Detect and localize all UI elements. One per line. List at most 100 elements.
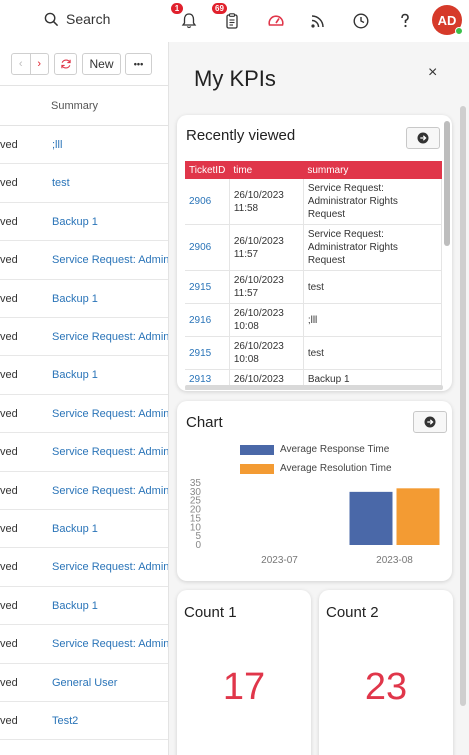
arrow-right-circle-icon bbox=[417, 132, 429, 144]
y-tick-label: 20 bbox=[190, 505, 202, 516]
row-summary-link[interactable]: Service Request: Admin bbox=[52, 331, 169, 343]
tasks-button[interactable]: 69 bbox=[212, 3, 243, 32]
row-summary-link[interactable]: Test2 bbox=[52, 715, 79, 727]
new-button[interactable]: New bbox=[82, 53, 121, 75]
ticket-id-link[interactable]: 2906 bbox=[185, 224, 230, 271]
legend-item-resolution[interactable]: Average Resolution Time bbox=[240, 463, 392, 474]
ticketid-column-header[interactable]: TicketID bbox=[185, 161, 230, 179]
row-summary-link[interactable]: Service Request: Admin bbox=[52, 484, 169, 497]
list-item[interactable]: ved Service Request: Admin bbox=[0, 472, 169, 510]
list-item[interactable]: ved General User bbox=[0, 664, 168, 702]
rss-icon bbox=[311, 15, 324, 28]
x-tick-label: 2023-08 bbox=[376, 555, 413, 566]
y-tick-label: 10 bbox=[190, 522, 202, 533]
list-header: Summary bbox=[0, 86, 168, 126]
table-row[interactable]: 2915 26/10/2023 11:57 test bbox=[185, 270, 443, 304]
speedometer-icon bbox=[268, 15, 284, 26]
table-row[interactable]: 2916 26/10/2023 10:08 ;lll bbox=[185, 303, 443, 337]
row-summary-link[interactable]: Service Request: Admin bbox=[52, 407, 169, 420]
bar-1-1[interactable] bbox=[396, 488, 440, 545]
row-summary-link[interactable]: Service Request: Admin bbox=[52, 446, 169, 459]
feed-button[interactable] bbox=[307, 10, 329, 32]
prev-page-button[interactable]: ‹ bbox=[12, 54, 31, 74]
row-summary-link[interactable]: Service Request: Admin bbox=[52, 638, 169, 651]
chart-open-button[interactable] bbox=[413, 411, 447, 433]
row-summary-link[interactable]: Backup 1 bbox=[52, 369, 98, 382]
row-summary-link[interactable]: General User bbox=[52, 676, 118, 689]
ticket-id-link[interactable]: 2915 bbox=[185, 270, 230, 304]
ticket-time: 26/10/2023 11:57 bbox=[229, 270, 304, 304]
list-item[interactable]: ved Backup 1 bbox=[0, 587, 168, 626]
panel-title: My KPIs bbox=[194, 66, 276, 91]
list-item[interactable]: ved ;lll bbox=[0, 126, 168, 165]
row-summary-link[interactable]: Service Request: Admin bbox=[52, 561, 169, 574]
table-row[interactable]: 2913 26/10/2023 Backup 1 bbox=[185, 369, 443, 390]
pager: ‹ › bbox=[11, 53, 49, 75]
legend-item-response[interactable]: Average Response Time bbox=[240, 444, 389, 455]
row-status: ved bbox=[0, 561, 18, 574]
table-row[interactable]: 2915 26/10/2023 10:08 test bbox=[185, 336, 443, 370]
row-summary-link[interactable]: Backup 1 bbox=[52, 523, 98, 535]
online-status-dot bbox=[455, 27, 463, 35]
list-item[interactable]: ved Backup 1 bbox=[0, 356, 168, 395]
list-item[interactable]: ved Service Request: Admin bbox=[0, 548, 169, 587]
notifications-button[interactable]: 1 bbox=[171, 3, 200, 32]
ticket-id-link[interactable]: 2915 bbox=[185, 336, 230, 370]
recently-viewed-vscrollbar[interactable] bbox=[444, 121, 450, 246]
close-panel-button[interactable]: × bbox=[428, 64, 438, 81]
row-summary-link[interactable]: Backup 1 bbox=[52, 292, 98, 305]
count1-card: Count 1 17 bbox=[177, 590, 311, 755]
recently-viewed-hscrollbar[interactable] bbox=[185, 385, 443, 390]
table-row[interactable]: 2906 26/10/2023 11:58 Service Request: Adm… bbox=[185, 179, 443, 225]
refresh-button[interactable] bbox=[54, 53, 77, 75]
row-summary-link[interactable]: Backup 1 bbox=[52, 215, 98, 228]
search-button[interactable]: Search bbox=[44, 11, 110, 27]
list-item[interactable]: ved Service Request: Admin bbox=[0, 241, 169, 280]
table-row[interactable]: 2906 26/10/2023 11:57 Service Request: Adm… bbox=[185, 224, 443, 271]
summary-column-header[interactable]: summary bbox=[303, 161, 442, 179]
row-status: ved bbox=[0, 215, 18, 228]
count1-title: Count 1 bbox=[184, 604, 237, 621]
row-status: ved bbox=[0, 484, 18, 497]
clock-icon bbox=[353, 13, 369, 29]
y-tick-label: 15 bbox=[190, 513, 202, 524]
list-item[interactable]: ved Service Request: Admin bbox=[0, 625, 169, 664]
list-item[interactable]: ved Service Request: Admin bbox=[0, 318, 169, 357]
row-summary-link[interactable]: test bbox=[52, 177, 70, 190]
list-item[interactable]: ved Backup 1 bbox=[0, 203, 168, 242]
list-item[interactable]: ved Backup 1 bbox=[0, 280, 168, 318]
ticket-id-link[interactable]: 2916 bbox=[185, 303, 230, 337]
list-item[interactable]: ved Backup 1 bbox=[0, 510, 168, 549]
row-summary-link[interactable]: ;lll bbox=[52, 139, 63, 151]
more-button[interactable]: ••• bbox=[125, 53, 152, 75]
ticket-id-link[interactable]: 2906 bbox=[185, 179, 230, 225]
list-toolbar: ‹ › New ••• bbox=[0, 42, 168, 86]
help-button[interactable] bbox=[394, 10, 416, 32]
row-summary-link[interactable]: Backup 1 bbox=[52, 599, 98, 612]
next-page-button[interactable]: › bbox=[37, 58, 42, 70]
ticket-summary: test bbox=[303, 270, 443, 304]
list-item[interactable]: ved Test2 bbox=[0, 702, 168, 741]
top-bar: Search 1 69 AD bbox=[0, 0, 469, 42]
user-avatar[interactable]: AD bbox=[432, 5, 463, 35]
recently-viewed-card: Recently viewed TicketID time summary 29… bbox=[177, 115, 452, 391]
y-tick-label: 25 bbox=[190, 496, 202, 507]
dashboard-button[interactable] bbox=[265, 10, 287, 32]
bar-0-1[interactable] bbox=[349, 491, 393, 545]
recently-viewed-open-button[interactable] bbox=[406, 127, 440, 149]
list-item[interactable]: ved test bbox=[0, 164, 168, 203]
question-icon bbox=[401, 13, 409, 28]
time-column-header[interactable]: time bbox=[229, 161, 304, 179]
summary-column-header[interactable]: Summary bbox=[51, 100, 99, 112]
list-item[interactable]: ved Service Request: Admin bbox=[0, 433, 169, 472]
panel-scrollbar[interactable] bbox=[460, 106, 466, 706]
list-item[interactable]: ved Service Request: Admin bbox=[0, 395, 169, 434]
legend-swatch-resolution bbox=[240, 463, 274, 474]
row-status: ved bbox=[0, 177, 18, 190]
history-button[interactable] bbox=[350, 10, 372, 32]
row-summary-link[interactable]: Service Request: Admin bbox=[52, 254, 169, 267]
ticket-summary: test bbox=[303, 336, 443, 370]
avatar-initials: AD bbox=[437, 12, 457, 28]
arrow-right-circle-icon bbox=[424, 416, 436, 428]
